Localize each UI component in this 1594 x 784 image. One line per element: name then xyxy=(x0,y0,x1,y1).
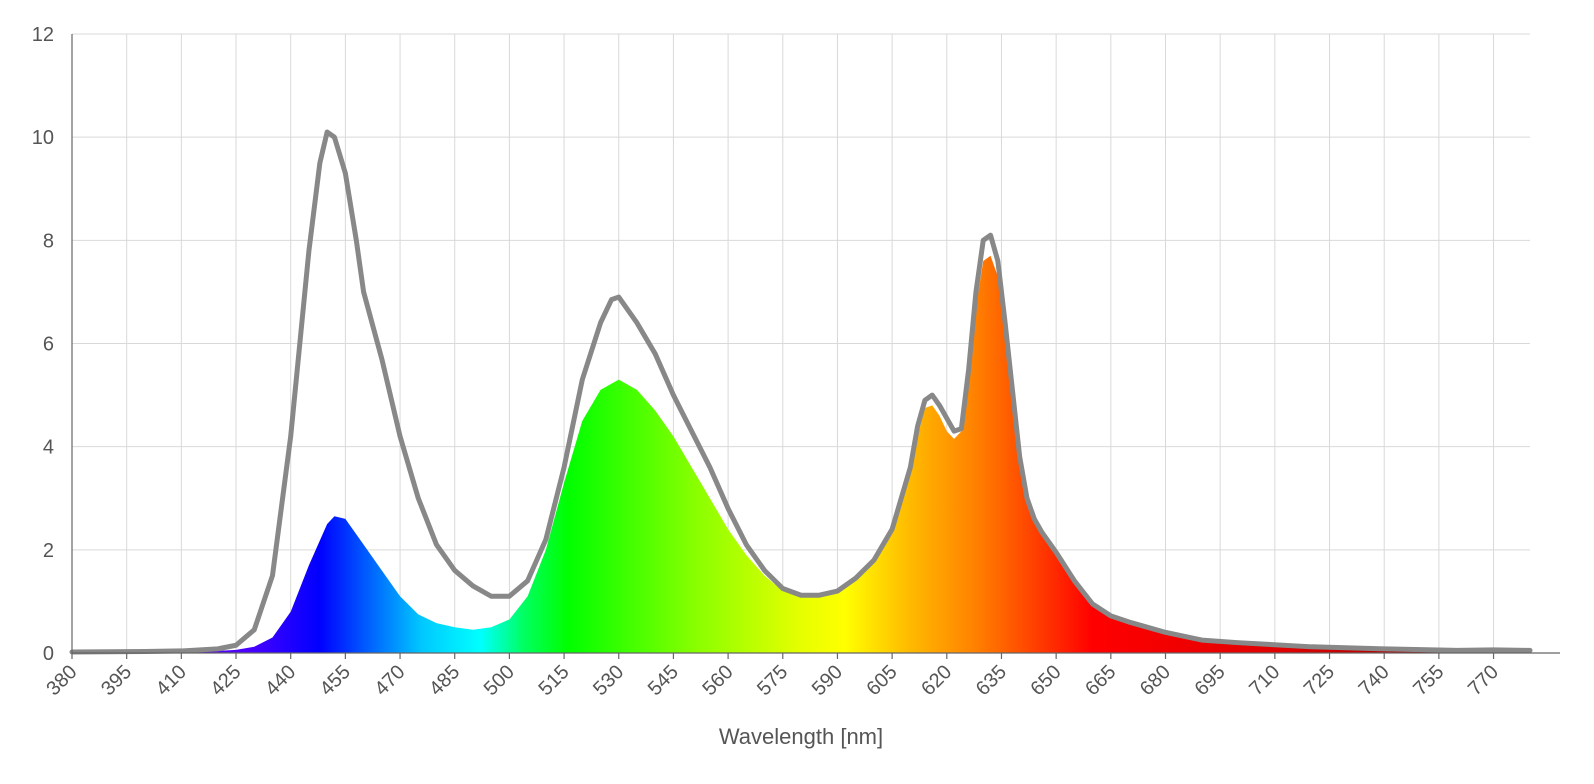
x-tick-label: 770 xyxy=(1464,661,1503,700)
y-tick-label: 10 xyxy=(32,127,54,149)
x-tick-label: 575 xyxy=(753,661,792,700)
x-tick-label: 560 xyxy=(698,661,737,700)
x-tick-label: 515 xyxy=(534,661,573,700)
x-tick-label: 710 xyxy=(1245,661,1284,700)
y-tick-label: 6 xyxy=(43,334,54,356)
x-tick-label: 500 xyxy=(480,661,519,700)
x-tick-label: 380 xyxy=(42,661,81,700)
x-tick-label: 455 xyxy=(316,661,355,700)
y-tick-label: 0 xyxy=(43,643,54,665)
x-tick-label: 545 xyxy=(644,661,683,700)
x-tick-label: 725 xyxy=(1300,661,1339,700)
x-tick-label: 470 xyxy=(370,661,409,700)
x-tick-label: 590 xyxy=(808,661,847,700)
grid xyxy=(71,33,1530,654)
x-tick-label: 635 xyxy=(972,661,1011,700)
x-tick-label: 605 xyxy=(863,661,902,700)
x-tick-label: 395 xyxy=(97,661,136,700)
x-tick-label: 755 xyxy=(1409,661,1448,700)
x-axis-title: Wavelength [nm] xyxy=(719,724,883,749)
x-tick-label: 665 xyxy=(1081,661,1120,700)
x-tick-label: 410 xyxy=(152,661,191,700)
x-tick-label: 485 xyxy=(425,661,464,700)
x-tick-label: 695 xyxy=(1191,661,1230,700)
total-spectrum-line xyxy=(69,129,1533,655)
x-tick-label: 530 xyxy=(589,661,628,700)
x-tick-label: 650 xyxy=(1027,661,1066,700)
y-tick-label: 12 xyxy=(32,24,54,46)
x-tick-label: 425 xyxy=(206,661,245,700)
x-tick-label: 680 xyxy=(1136,661,1175,700)
y-tick-label: 8 xyxy=(43,230,54,252)
x-tick-label: 740 xyxy=(1355,661,1394,700)
total-line xyxy=(69,129,1533,655)
y-tick-label: 2 xyxy=(43,540,54,562)
x-tick-label: 620 xyxy=(917,661,956,700)
x-tick-label: 440 xyxy=(261,661,300,700)
y-tick-label: 4 xyxy=(43,437,54,459)
